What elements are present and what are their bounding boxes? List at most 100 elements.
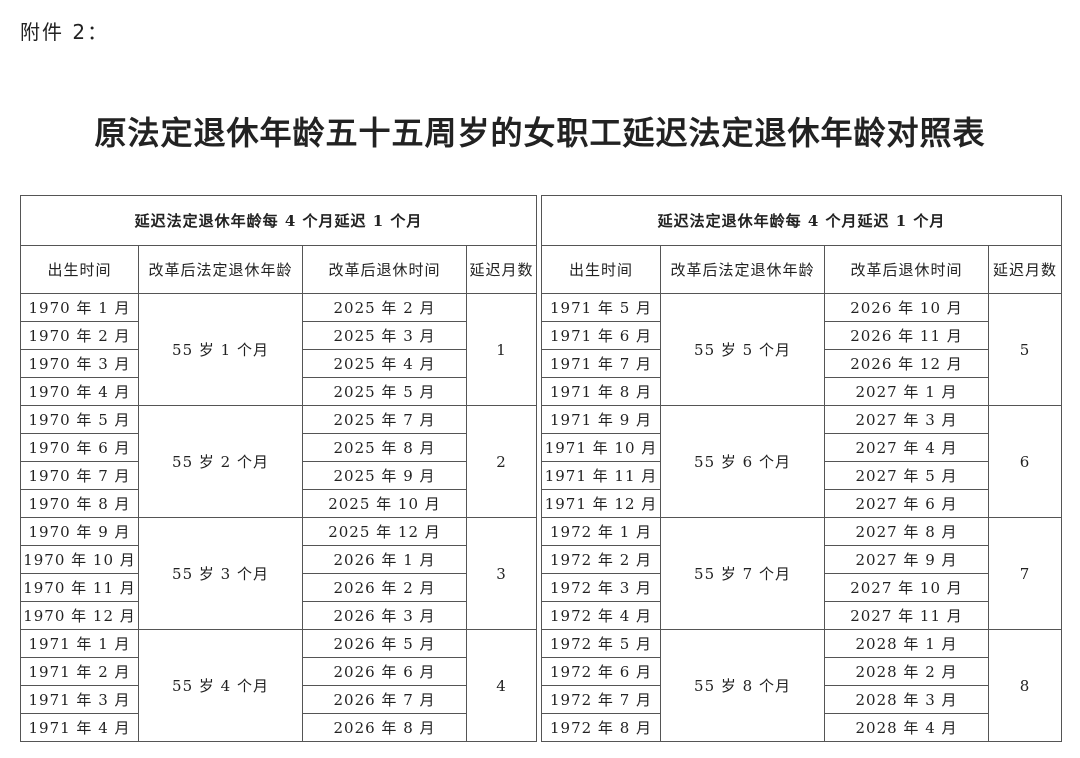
retirement-age-cell: 55 岁 6 个月	[660, 405, 825, 518]
retirement-time-cell: 2027 年 3 月	[824, 405, 989, 434]
retirement-time-cell: 2026 年 12 月	[824, 349, 989, 378]
table-right: 延迟法定退休年龄每 4 个月延迟 1 个月 出生时间 改革后法定退休年龄 改革后退休时…	[540, 195, 1063, 742]
table-header: 延迟法定退休年龄每 4 个月延迟 1 个月	[19, 195, 538, 246]
table-row: 1970 年 3 月 2025 年 4 月	[20, 349, 537, 378]
table-row: 1970 年 7 月 2025 年 9 月	[20, 461, 537, 490]
birth-cell: 1970 年 11 月	[20, 573, 139, 602]
delay-months-cell: 8	[987, 629, 1063, 742]
retirement-time-cell: 2027 年 10 月	[824, 573, 989, 602]
table-row: 1972 年 3 月 2027 年 10 月	[541, 573, 1062, 602]
retirement-age-cell: 55 岁 5 个月	[660, 293, 825, 406]
table-row: 1972 年 6 月 2028 年 2 月	[541, 657, 1062, 686]
retirement-age-cell: 55 岁 2 个月	[138, 405, 303, 518]
column-header: 改革后法定退休年龄	[660, 245, 825, 294]
table-left: 延迟法定退休年龄每 4 个月延迟 1 个月 出生时间 改革后法定退休年龄 改革后退休时…	[19, 195, 538, 742]
delay-months-cell: 2	[465, 405, 538, 518]
retirement-time-cell: 2025 年 2 月	[302, 293, 467, 322]
table-row: 1971 年 2 月 2026 年 6 月	[20, 657, 537, 686]
column-header: 出生时间	[20, 245, 139, 294]
retirement-time-cell: 2027 年 6 月	[824, 489, 989, 518]
delay-months-cell: 4	[465, 629, 538, 742]
delay-months-cell: 1	[465, 293, 538, 406]
delay-months-cell: 7	[987, 517, 1063, 630]
table-row: 1971 年 10 月 2027 年 4 月	[541, 433, 1062, 462]
table-row: 1972 年 8 月 2028 年 4 月	[541, 713, 1062, 742]
retirement-time-cell: 2026 年 5 月	[302, 629, 467, 658]
birth-cell: 1971 年 12 月	[541, 489, 661, 518]
table-row: 1970 年 2 月 2025 年 3 月	[20, 321, 537, 350]
retirement-time-cell: 2025 年 7 月	[302, 405, 467, 434]
retirement-age-cell: 55 岁 7 个月	[660, 517, 825, 630]
retirement-time-cell: 2025 年 4 月	[302, 349, 467, 378]
retirement-time-cell: 2025 年 10 月	[302, 489, 467, 518]
retirement-time-cell: 2027 年 8 月	[824, 517, 989, 546]
table-row: 1971 年 8 月 2027 年 1 月	[541, 377, 1062, 406]
birth-cell: 1970 年 2 月	[20, 321, 139, 350]
table-row: 1970 年 6 月 2025 年 8 月	[20, 433, 537, 462]
table-row: 1970 年 8 月 2025 年 10 月	[20, 489, 537, 518]
birth-cell: 1972 年 2 月	[541, 545, 661, 574]
birth-cell: 1970 年 8 月	[20, 489, 139, 518]
retirement-time-cell: 2025 年 5 月	[302, 377, 467, 406]
birth-cell: 1972 年 3 月	[541, 573, 661, 602]
birth-cell: 1970 年 3 月	[20, 349, 139, 378]
table-row: 1970 年 4 月 2025 年 5 月	[20, 377, 537, 406]
column-header: 延迟月数	[465, 245, 538, 294]
birth-cell: 1971 年 5 月	[541, 293, 661, 322]
retirement-time-cell: 2025 年 12 月	[302, 517, 467, 546]
table-row: 1971 年 4 月 2026 年 8 月	[20, 713, 537, 742]
birth-cell: 1970 年 9 月	[20, 517, 139, 546]
retirement-time-cell: 2027 年 9 月	[824, 545, 989, 574]
delay-months-cell: 3	[465, 517, 538, 630]
column-header: 出生时间	[541, 245, 661, 294]
retirement-time-cell: 2026 年 3 月	[302, 601, 467, 630]
retirement-time-cell: 2026 年 10 月	[824, 293, 989, 322]
retirement-time-cell: 2025 年 8 月	[302, 433, 467, 462]
table-row: 1972 年 7 月 2028 年 3 月	[541, 685, 1062, 714]
delay-months-cell: 5	[987, 293, 1063, 406]
retirement-time-cell: 2026 年 2 月	[302, 573, 467, 602]
birth-cell: 1971 年 2 月	[20, 657, 139, 686]
birth-cell: 1971 年 9 月	[541, 405, 661, 434]
birth-cell: 1970 年 12 月	[20, 601, 139, 630]
retirement-time-cell: 2027 年 4 月	[824, 433, 989, 462]
column-header: 改革后退休时间	[302, 245, 467, 294]
birth-cell: 1971 年 11 月	[541, 461, 661, 490]
table-row: 1971 年 6 月 2026 年 11 月	[541, 321, 1062, 350]
retirement-time-cell: 2028 年 2 月	[824, 657, 989, 686]
page-title: 原法定退休年龄五十五周岁的女职工延迟法定退休年龄对照表	[94, 114, 986, 152]
retirement-time-cell: 2026 年 7 月	[302, 685, 467, 714]
table-row: 1970 年 10 月 2026 年 1 月	[20, 545, 537, 574]
birth-cell: 1972 年 6 月	[541, 657, 661, 686]
table-header: 延迟法定退休年龄每 4 个月延迟 1 个月	[540, 195, 1063, 246]
birth-cell: 1972 年 7 月	[541, 685, 661, 714]
retirement-time-cell: 2027 年 5 月	[824, 461, 989, 490]
birth-cell: 1970 年 1 月	[20, 293, 139, 322]
birth-cell: 1971 年 3 月	[20, 685, 139, 714]
retirement-age-cell: 55 岁 8 个月	[660, 629, 825, 742]
retirement-time-cell: 2025 年 9 月	[302, 461, 467, 490]
retirement-time-cell: 2026 年 1 月	[302, 545, 467, 574]
birth-cell: 1970 年 4 月	[20, 377, 139, 406]
birth-cell: 1970 年 7 月	[20, 461, 139, 490]
attachment-label: 附件 2：	[20, 20, 110, 44]
birth-cell: 1972 年 4 月	[541, 601, 661, 630]
table-row: 1971 年 11 月 2027 年 5 月	[541, 461, 1062, 490]
column-header: 改革后退休时间	[824, 245, 989, 294]
retirement-age-cell: 55 岁 4 个月	[138, 629, 303, 742]
retirement-age-cell: 55 岁 1 个月	[138, 293, 303, 406]
table-row: 1970 年 11 月 2026 年 2 月	[20, 573, 537, 602]
comparison-tables: 延迟法定退休年龄每 4 个月延迟 1 个月 出生时间 改革后法定退休年龄 改革后退休时…	[19, 195, 1063, 742]
birth-cell: 1972 年 1 月	[541, 517, 661, 546]
birth-cell: 1971 年 8 月	[541, 377, 661, 406]
retirement-time-cell: 2027 年 11 月	[824, 601, 989, 630]
birth-cell: 1970 年 5 月	[20, 405, 139, 434]
birth-cell: 1971 年 10 月	[541, 433, 661, 462]
